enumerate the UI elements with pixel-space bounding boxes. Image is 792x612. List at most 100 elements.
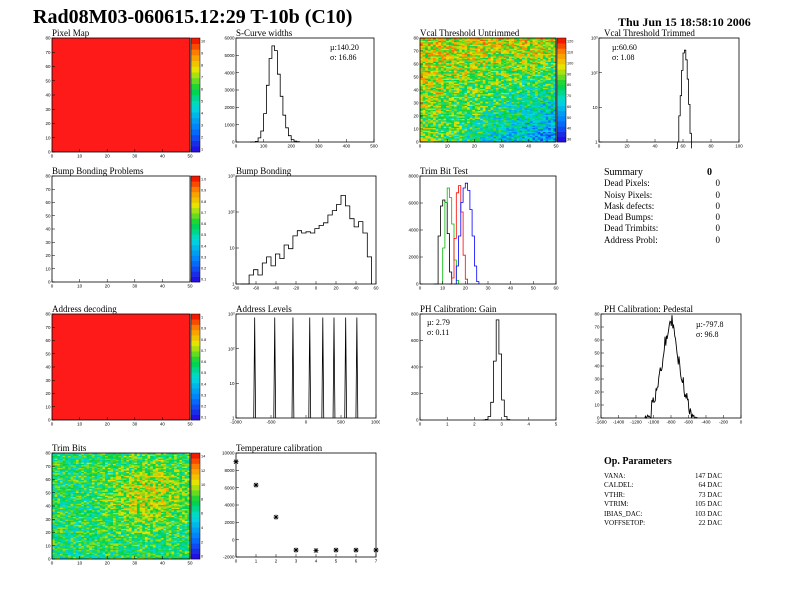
heatmap-cell: [420, 131, 423, 134]
heatmap-cell: [508, 119, 512, 122]
heatmap-cell: [134, 557, 138, 560]
heatmap-cell: [548, 52, 552, 54]
heatmap-cell: [495, 91, 499, 93]
heatmap-cell: [501, 112, 505, 114]
heatmap-cell: [422, 135, 426, 138]
heatmap-cell: [540, 132, 544, 135]
heatmap-cell: [482, 105, 486, 108]
heatmap-cell: [430, 92, 434, 95]
heatmap-cell: [519, 136, 523, 139]
heatmap-cell: [508, 122, 512, 125]
heatmap-cell: [451, 104, 455, 106]
heatmap-cell: [435, 71, 439, 74]
heatmap-cell: [532, 121, 536, 123]
heatmap-cell: [485, 82, 489, 84]
heatmap-cell: [184, 555, 188, 557]
heatmap-cell: [435, 70, 439, 73]
heatmap-cell: [537, 122, 541, 125]
heatmap-cell: [519, 73, 523, 75]
heatmap-cell: [443, 86, 447, 88]
heatmap-cell: [488, 77, 491, 79]
heatmap-cell: [480, 54, 484, 57]
heatmap-cell: [420, 87, 423, 90]
heatmap-cell: [477, 103, 481, 105]
heatmap-cell: [433, 138, 437, 140]
heatmap-cell: [469, 78, 473, 80]
heatmap-cell: [474, 86, 478, 88]
heatmap-cell: [553, 71, 557, 74]
heatmap-cell: [464, 87, 468, 90]
heatmap-cell: [446, 127, 450, 130]
heatmap-cell: [446, 114, 450, 117]
heatmap-cell: [433, 47, 437, 49]
heatmap-cell: [459, 58, 463, 61]
heatmap-cell: [516, 84, 520, 87]
heatmap-cell: [461, 110, 465, 113]
heatmap-cell: [425, 60, 429, 62]
heatmap-cell: [511, 39, 515, 41]
heatmap-cell: [459, 130, 463, 132]
heatmap-cell: [490, 79, 494, 82]
heatmap-cell: [456, 86, 460, 88]
heatmap-cell: [537, 65, 541, 67]
heatmap-cell: [495, 75, 499, 78]
heatmap-cell: [438, 56, 442, 58]
x-tick-label: 40: [508, 286, 514, 291]
heatmap-cell: [472, 88, 476, 91]
heatmap-cell: [516, 134, 520, 136]
heatmap-cell: [503, 135, 507, 138]
heatmap-cell: [503, 134, 507, 136]
heatmap-cell: [529, 45, 533, 48]
heatmap-cell: [62, 553, 66, 556]
heatmap-cell: [553, 79, 557, 82]
heatmap-cell: [443, 79, 447, 82]
heatmap-cell: [519, 79, 523, 82]
color-scale-cell: [191, 207, 200, 214]
heatmap-cell: [443, 82, 447, 84]
heatmap-cell: [454, 83, 457, 86]
heatmap-cell: [488, 48, 491, 51]
heatmap-cell: [511, 108, 515, 110]
heatmap-cell: [490, 77, 494, 79]
heatmap-cell: [519, 110, 523, 113]
heatmap-cell: [443, 122, 447, 125]
heatmap-cell: [474, 108, 478, 110]
heatmap-cell: [519, 118, 523, 121]
heatmap-cell: [550, 139, 554, 142]
heatmap-cell: [535, 82, 539, 84]
heatmap-cell: [461, 104, 465, 106]
heatmap-cell: [91, 553, 95, 556]
heatmap-cell: [454, 121, 457, 123]
heatmap-cell: [469, 86, 473, 88]
heatmap-cell: [511, 91, 515, 93]
heatmap-cell: [422, 131, 426, 134]
heatmap-cell: [495, 62, 499, 65]
heatmap-cell: [493, 77, 497, 79]
heatmap-cell: [501, 123, 505, 126]
heatmap-cell: [490, 62, 494, 65]
heatmap-cell: [427, 52, 431, 54]
heatmap-cell: [126, 551, 130, 553]
heatmap-cell: [550, 140, 554, 143]
heatmap-cell: [532, 62, 536, 65]
heatmap-cell: [548, 95, 552, 97]
heatmap-cell: [522, 75, 525, 78]
heatmap-cell: [490, 84, 494, 87]
heatmap-cell: [490, 51, 494, 53]
heatmap-cell: [422, 83, 426, 86]
heatmap-cell: [482, 91, 486, 93]
heatmap-cell: [537, 71, 541, 74]
heatmap-cell: [540, 52, 544, 54]
heatmap-cell: [493, 140, 497, 143]
heatmap-cell: [461, 100, 465, 103]
heatmap-cell: [448, 140, 452, 143]
heatmap-cell: [456, 82, 460, 84]
heatmap-cell: [529, 54, 533, 57]
heatmap-cell: [472, 41, 476, 44]
heatmap-cell: [438, 61, 442, 64]
heatmap-cell: [503, 114, 507, 117]
heatmap-cell: [537, 41, 541, 44]
heatmap-cell: [529, 126, 533, 129]
heatmap-cell: [427, 48, 431, 51]
heatmap-cell: [532, 53, 536, 56]
